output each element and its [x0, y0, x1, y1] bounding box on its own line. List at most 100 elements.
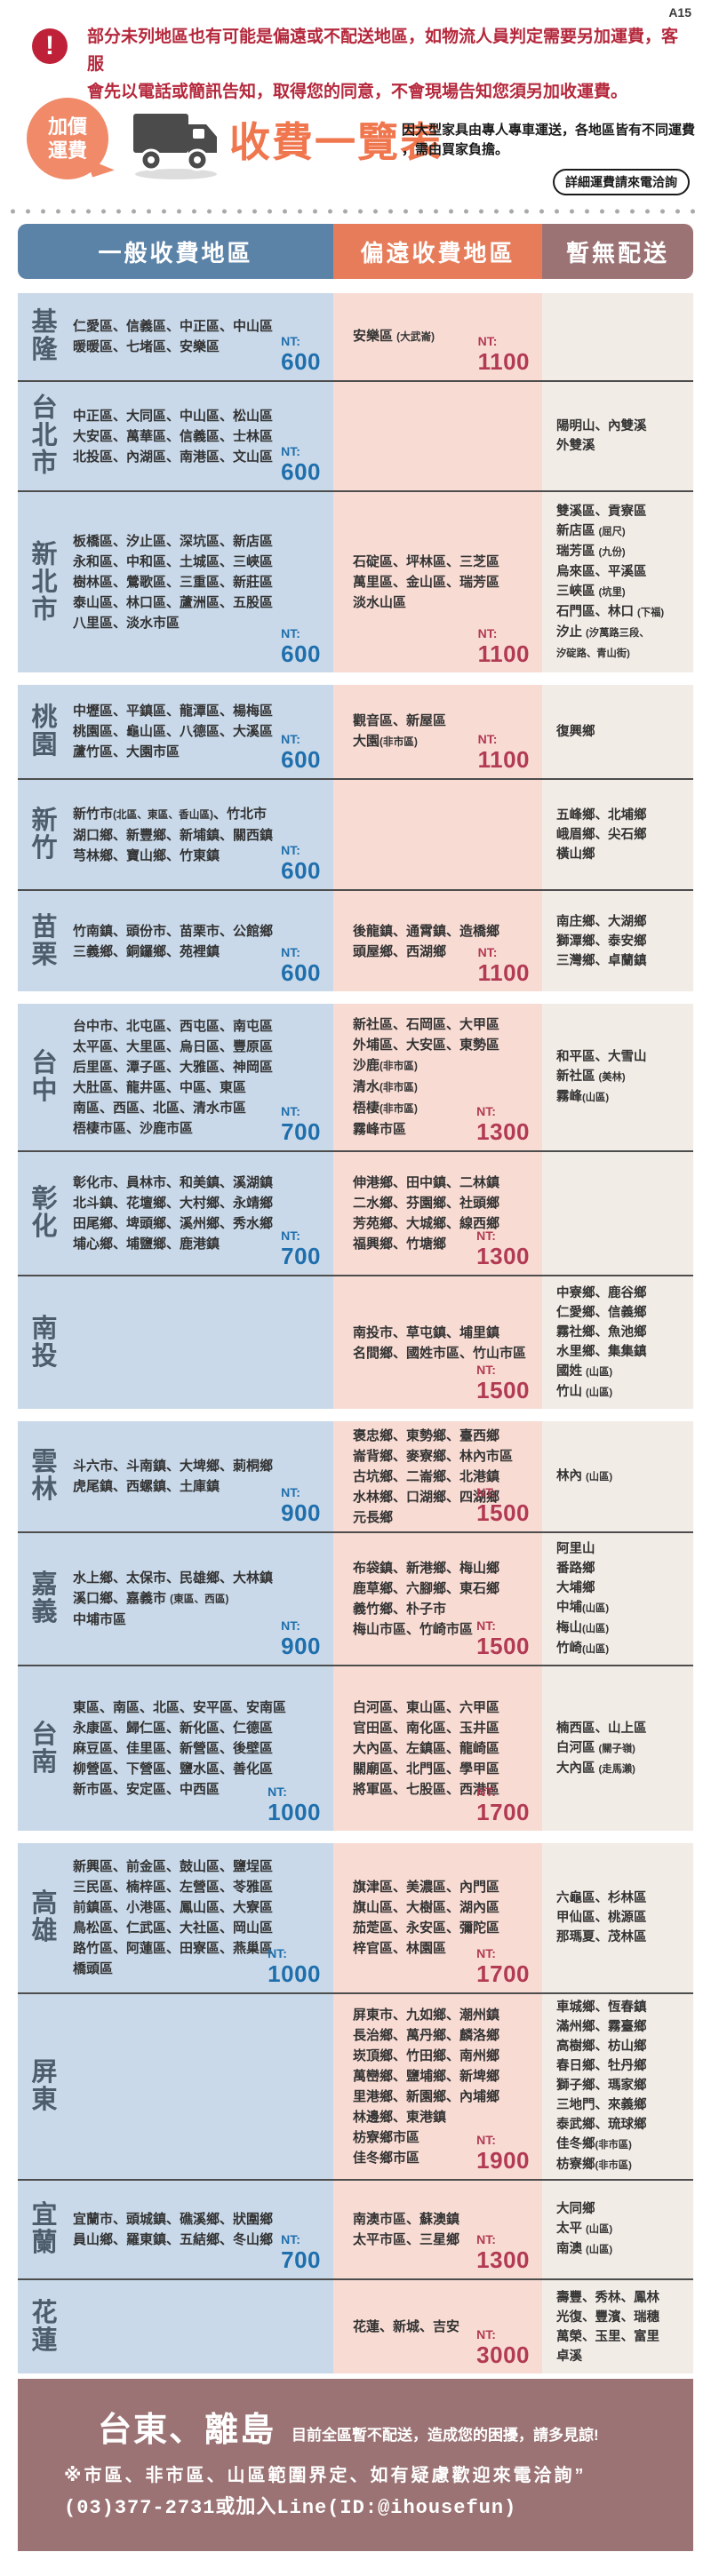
cell-remote: 旗津區、美濃區、內門區 旗山區、大樹區、湖內區 茄萣區、永安區、彌陀區 梓官區、林園區…: [333, 1843, 542, 1992]
cell-no-delivery: [542, 1152, 693, 1275]
fee-row-新竹: 新竹市(北區、東區、香山區)、竹北市 湖口鄉、新豐鄉、新埔鎮、關西鎮 芎林鄉、寶山鄉…: [18, 778, 693, 889]
row-label-char: 竹: [31, 833, 58, 863]
area-line: 淡水山區: [353, 595, 407, 610]
cell-no-delivery: 雙溪區、貢寮區 新店區 (屈尺) 瑞芳區 (九份) 烏來區、平溪區 三峽區 (坑里) 石門…: [542, 492, 693, 672]
price: NT: 1000: [268, 1946, 321, 1988]
area-line: 茄萣區、永安區、彌陀區: [353, 1920, 500, 1936]
area-line: 橋頭區: [73, 1961, 114, 1976]
cell-general: 屏東: [18, 1994, 333, 2179]
row-label-char: 桃: [31, 703, 58, 732]
cell-general: 水上鄉、太保市、民雄鄉、大林鎮 溪口鄉、嘉義市 (東區、西區) 中埔市區 NT: 900…: [18, 1533, 333, 1665]
header-no-delivery: 暫無配送: [542, 224, 693, 279]
area-line: 大內區 (走馬瀨): [556, 1761, 635, 1776]
price-amount: 1500: [476, 1499, 530, 1526]
area-line: 水林鄉、口湖鄉、四湖鄉: [353, 1489, 500, 1505]
area-line: 湖口鄉、新豐鄉、新埔鎮、關西鎮: [73, 827, 274, 843]
badge-line-2: 運費: [47, 139, 87, 162]
area-line: 車城鄉、恆春鎮: [556, 2000, 647, 2015]
row-label-char: 義: [31, 1598, 58, 1626]
area-line: 復興鄉: [556, 724, 595, 739]
cell-general: 竹南鎮、頭份市、苗栗市、公館鄉 三義鄉、銅鑼鄉、苑裡鎮 NT: 600 苗栗: [18, 891, 333, 991]
price: NT: 600: [281, 843, 321, 885]
footer-subtitle: 目前全區暫不配送，造成您的困擾，請多見諒!: [292, 2427, 599, 2444]
area-line: 新興區、前金區、鼓山區、鹽埕區: [73, 1859, 274, 1874]
area-line: 南投市、草屯鎮、埔里鎮: [353, 1324, 500, 1340]
area-line: 霧峰市區: [353, 1122, 407, 1137]
area-line: 那瑪夏、茂林區: [556, 1930, 647, 1944]
price-amount: 1100: [477, 959, 530, 986]
price-amount: 1100: [477, 348, 530, 375]
row-label: 台北市: [27, 394, 62, 478]
fee-row-屏東: 屏東 屏東市、九如鄉、潮州鎮 長治鄉、萬丹鄉、麟洛鄉 崁頂鄉、竹田鄉、南州鄉 萬巒鄉、鹽…: [18, 1992, 693, 2179]
price: NT: 600: [281, 945, 321, 987]
price: NT: 1700: [476, 1946, 530, 1988]
price: NT: 1300: [476, 1228, 530, 1270]
header-general: 一般收費地區: [18, 224, 333, 279]
price: NT: 700: [281, 1228, 321, 1270]
price-amount: 1000: [268, 1960, 321, 1987]
area-line: 水上鄉、太保市、民雄鄉、大林鎮: [73, 1570, 274, 1586]
price: NT: 600: [281, 626, 321, 668]
area-line: 後龍鎮、通霄鎮、造橋鄉: [353, 923, 500, 939]
row-label-char: 南: [31, 1747, 58, 1777]
area-line: 虎尾鎮、西螺鎮、土庫鎮: [73, 1479, 220, 1494]
currency-prefix: NT:: [477, 626, 498, 640]
area-line: 義竹鄉、朴子市: [353, 1602, 447, 1617]
area-line: 外雙溪: [556, 439, 595, 453]
row-label-char: 台: [31, 1048, 58, 1077]
table-header: 一般收費地區 偏遠收費地區 暫無配送: [18, 224, 693, 279]
area-line: 鳥松區、仁武區、大社區、岡山區: [73, 1920, 274, 1936]
cell-remote: 後龍鎮、通霄鎮、造橋鄉 頭屋鄉、西湖鄉 NT: 1100: [333, 891, 542, 991]
area-line: 三義鄉、銅鑼鄉、苑裡鎮: [73, 943, 220, 959]
price-amount: 1000: [268, 1799, 321, 1825]
area-line: 將軍區、七股區、西港區: [353, 1782, 500, 1797]
area-line: 斗六市、斗南鎮、大埤鄉、莿桐鄉: [73, 1459, 274, 1474]
area-line: 梧棲(非市區): [353, 1101, 418, 1116]
price-amount: 600: [281, 746, 321, 773]
area-line: 大同鄉: [556, 2202, 595, 2216]
area-line: 林邊鄉、東港鎮: [353, 2110, 447, 2125]
area-line: 里港鄉、新園鄉、內埔鄉: [353, 2089, 500, 2104]
cell-general: 彰化市、員林市、和美鎮、溪湖鎮 北斗鎮、花壇鄉、大村鄉、永靖鄉 田尾鄉、埤頭鄉、溪州…: [18, 1152, 333, 1275]
area-line: 新社區、石岡區、大甲區: [353, 1017, 500, 1032]
area-line: 新竹市(北區、東區、香山區)、竹北市: [73, 806, 268, 822]
area-line: 東區、南區、北區、安平區、安南區: [73, 1700, 287, 1715]
price: NT: 1100: [478, 334, 530, 376]
fee-row-花蓮: 花蓮 花蓮、新城、吉安 NT: 3000 壽豐、秀林、鳳林 光復、豐濱、瑞穗 萬榮、玉里、富…: [18, 2278, 693, 2373]
area-line: 南澳 (山區): [556, 2242, 613, 2256]
currency-prefix: NT:: [477, 945, 498, 959]
row-label-char: 投: [31, 1341, 58, 1371]
row-label-char: 台: [31, 394, 58, 423]
price: NT: 1300: [476, 1104, 530, 1146]
footer-banner: 台東、離島 目前全區暫不配送，造成您的困擾，請多見諒! ※市區、非市區、山區範圍…: [18, 2379, 693, 2551]
cell-general: 台中市、北屯區、西屯區、南屯區 太平區、大里區、烏日區、豐原區 后里區、潭子區、大雅…: [18, 1004, 333, 1150]
fee-group: 新興區、前金區、鼓山區、鹽埕區 三民區、楠梓區、左營區、苓雅區 前鎮區、小港區、鳳山…: [18, 1843, 693, 2373]
fee-table: 一般收費地區 偏遠收費地區 暫無配送 仁愛區、信義區、中正區、中山區 暖暖區、七堵…: [18, 224, 693, 2405]
fee-row-雲林: 斗六市、斗南鎮、大埤鄉、莿桐鄉 虎尾鎮、西螺鎮、土庫鎮 NT: 900 雲林褒忠鄉、東勢…: [18, 1421, 693, 1531]
cell-remote: 白河區、東山區、六甲區 官田區、南化區、玉井區 大內區、左鎮區、龍崎區 關廟區、北門區…: [333, 1666, 542, 1831]
row-label-char: 新: [31, 540, 58, 568]
area-line: 元長鄉: [353, 1509, 394, 1525]
area-line: 水里鄉、集集鎮: [556, 1344, 647, 1359]
area-line: 太平區、大里區、烏日區、豐原區: [73, 1038, 274, 1054]
price-amount: 600: [281, 458, 321, 485]
cell-no-delivery: 阿里山 番路鄉 大埔鄉 中埔(山區) 梅山(山區) 竹崎(山區): [542, 1533, 693, 1665]
cell-general: 南投: [18, 1276, 333, 1409]
fee-table-body: 仁愛區、信義區、中正區、中山區 暖暖區、七堵區、安樂區 NT: 600 基隆安樂區 (大…: [18, 293, 693, 2373]
area-line: 新店區 (屈尺): [556, 523, 626, 538]
fee-row-新北市: 板橋區、汐止區、深坑區、新店區 永和區、中和區、土城區、三峽區 樹林區、鶯歌區、三重…: [18, 490, 693, 672]
area-line: 芳苑鄉、大城鄉、線西鄉: [353, 1216, 500, 1231]
footer-note: ※市區、非市區、山區範圍界定、如有疑慮歡迎來電洽詢”: [64, 2466, 587, 2485]
cell-remote: 伸港鄉、田中鎮、二林鎮 二水鄉、芬園鄉、社頭鄉 芳苑鄉、大城鄉、線西鄉 福興鄉、竹塘鄉…: [333, 1152, 542, 1275]
banner: 加價 運費 收費一覽表 因大型家具由專人專車運送，各地區皆有不同運費 ，需由買家…: [0, 85, 711, 206]
currency-prefix: NT:: [476, 1485, 496, 1499]
contact-pill: 詳細運費請來電洽詢: [553, 169, 690, 195]
area-line: 南區、西區、北區、清水市區: [73, 1100, 247, 1116]
cell-remote: [333, 780, 542, 889]
area-line: 枋寮鄉(非市區): [556, 2158, 632, 2172]
area-line: 外埔區、大安區、東勢區: [353, 1038, 500, 1053]
row-label-char: 北: [31, 421, 58, 450]
currency-prefix: NT:: [268, 1946, 287, 1960]
cell-general: 斗六市、斗南鎮、大埤鄉、莿桐鄉 虎尾鎮、西螺鎮、土庫鎮 NT: 900 雲林: [18, 1421, 333, 1531]
